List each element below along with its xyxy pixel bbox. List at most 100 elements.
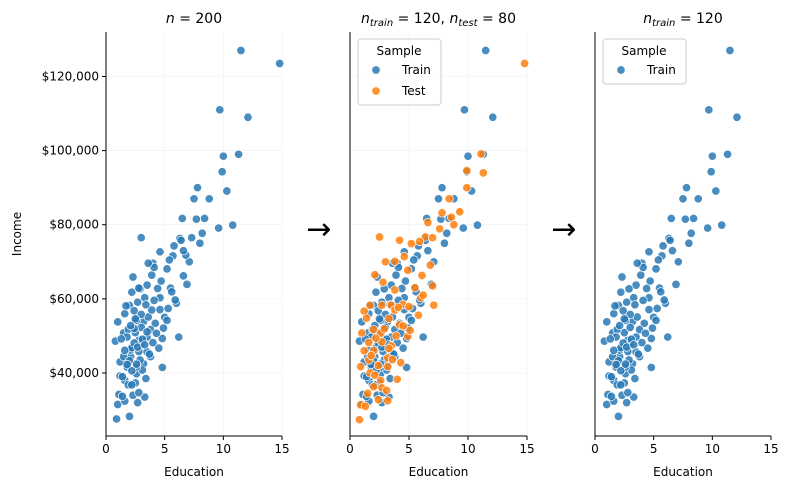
scatter-point-train — [141, 300, 151, 310]
scatter-point-train — [613, 411, 624, 421]
scatter-point-test — [384, 313, 394, 324]
scatter-point-test — [399, 252, 409, 262]
x-tick-label: 0 — [346, 442, 354, 456]
scatter-point-train — [611, 359, 621, 370]
scatter-point-train — [402, 362, 412, 372]
scatter-point-train — [122, 359, 132, 370]
scatter-point-train — [671, 279, 681, 289]
x-tick-label: 0 — [591, 442, 599, 456]
scatter-point-train — [684, 238, 694, 248]
scatter-point-train — [663, 332, 673, 342]
scatter-point-train — [157, 362, 167, 372]
scatter-point-test — [391, 331, 401, 341]
scatter-point-train — [218, 151, 228, 161]
scatter-point-test — [361, 313, 372, 323]
scatter-point-train — [609, 309, 619, 319]
legend-label-train: Train — [401, 63, 431, 77]
scatter-point-test — [449, 220, 459, 230]
chart-panel-1: n = 200 0 5 10 15 Education $40,000 $60,000 $80,… — [10, 11, 290, 479]
chart-title-part: = 80 — [478, 11, 516, 27]
scatter-point-test — [366, 351, 376, 361]
scatter-point-test — [410, 283, 420, 293]
scatter-point-train — [151, 328, 162, 338]
scatter-point-train — [177, 213, 187, 223]
scatter-point-train — [134, 283, 144, 293]
scatter-point-train — [116, 334, 126, 344]
scatter-point-train — [616, 366, 626, 376]
scatter-point-train — [630, 300, 640, 310]
scatter-point-train — [130, 314, 140, 324]
scatter-point-train — [423, 246, 433, 256]
scatter-point-test — [392, 374, 402, 384]
scatter-point-train — [488, 112, 498, 122]
scatter-point-train — [732, 112, 742, 122]
scatter-point-train — [409, 255, 419, 265]
scatter-point-train — [134, 388, 144, 398]
scatter-point-test — [476, 149, 486, 159]
scatter-point-train — [602, 317, 612, 327]
scatter-point-train — [707, 151, 717, 161]
scatter-point-test — [462, 166, 472, 176]
chart-title-part: n — [643, 11, 652, 27]
scatter-point-train — [620, 359, 631, 369]
chart-title-part: test — [458, 18, 478, 29]
scatter-point-train — [117, 391, 127, 401]
scatter-point-train — [623, 388, 633, 398]
scatter-point-train — [617, 272, 627, 282]
scatter-point-test — [369, 325, 379, 335]
scatter-point-train — [400, 276, 411, 286]
scatter-point-test — [363, 388, 373, 398]
scatter-point-train — [622, 398, 632, 408]
scatter-point-train — [140, 340, 150, 350]
chart-title: n = 200 — [166, 11, 222, 27]
scatter-point-test — [384, 343, 394, 354]
legend-label-train: Train — [646, 63, 676, 77]
scatter-point-train — [234, 149, 244, 159]
scatter-point-train — [369, 411, 379, 421]
scatter-point-test — [370, 370, 380, 380]
scatter-point-train — [142, 280, 152, 290]
scatter-point-train — [667, 246, 677, 256]
chart-title-part: = 200 — [175, 11, 222, 27]
scatter-point-train — [633, 349, 643, 359]
scatter-point-train — [619, 314, 629, 324]
scatter-point-train — [616, 287, 626, 297]
y-tick-label: $40,000 — [49, 366, 99, 380]
scatter-point-train — [459, 105, 470, 115]
legend-marker-test — [371, 86, 381, 96]
y-axis-label: Income — [10, 212, 24, 256]
legend-title: Sample — [377, 44, 422, 58]
scatter-point-test — [444, 194, 454, 204]
scatter-point-train — [133, 297, 143, 307]
scatter-point-train — [222, 186, 232, 196]
scatter-point-train — [686, 228, 696, 238]
scatter-point-test — [396, 358, 406, 368]
chart-title: ntrain = 120 — [643, 11, 723, 29]
scatter-point-train — [463, 151, 473, 161]
chart-title-part: train — [370, 18, 393, 29]
scatter-point-train — [433, 194, 444, 204]
scatter-point-train — [659, 295, 669, 305]
y-tick-label: $80,000 — [49, 218, 99, 232]
scatter-point-train — [163, 303, 173, 314]
scatter-point-train — [149, 295, 159, 305]
chart-title-part: n — [449, 11, 458, 27]
scatter-point-train — [167, 287, 177, 297]
scatter-point-train — [658, 241, 668, 251]
scatter-point-test — [398, 321, 408, 331]
scatter-point-train — [195, 238, 205, 248]
scatter-point-train — [236, 45, 246, 56]
scatter-point-train — [472, 220, 482, 230]
x-tick-label: 15 — [763, 442, 778, 456]
scatter-point-train — [131, 359, 142, 369]
scatter-point-test — [365, 300, 375, 310]
scatter-point-train — [158, 323, 169, 333]
scatter-point-test — [360, 401, 370, 411]
scatter-point-train — [651, 315, 661, 325]
scatter-point-train — [156, 276, 166, 286]
scatter-point-train — [717, 220, 727, 230]
scatter-point-train — [143, 258, 153, 268]
scatter-point-train — [391, 270, 401, 280]
scatter-point-test — [376, 375, 386, 385]
chart-panel-3: ntrain = 120 0 5 10 15 Education Sample Train — [591, 11, 778, 479]
